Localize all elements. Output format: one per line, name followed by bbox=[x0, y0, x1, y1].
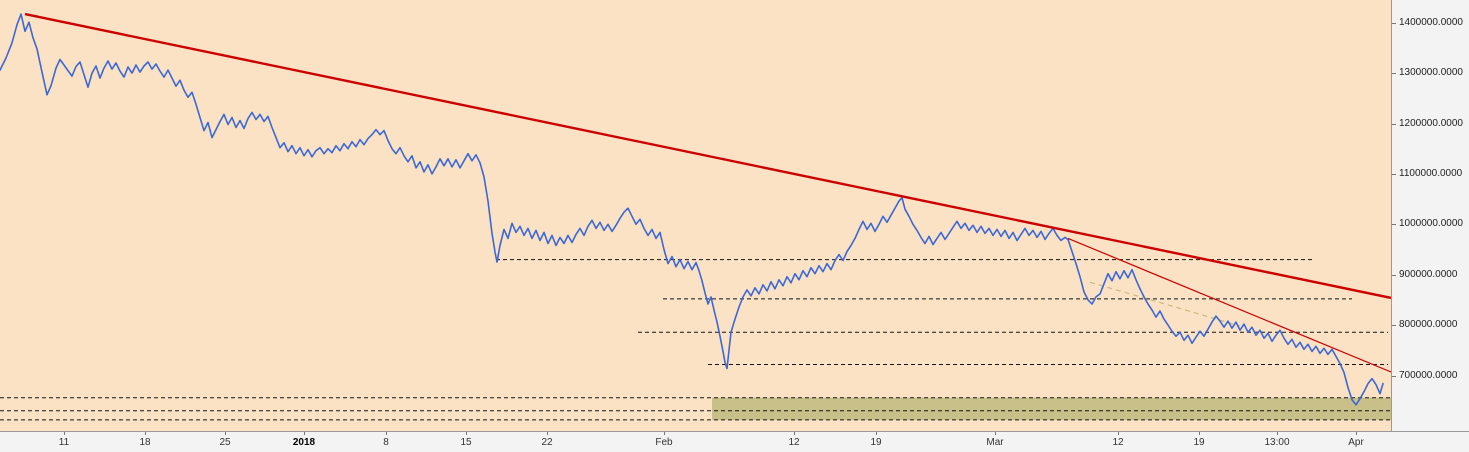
x-axis-tick bbox=[386, 432, 387, 435]
x-axis-label: 2018 bbox=[292, 437, 316, 448]
x-axis-label: 19 bbox=[1193, 437, 1205, 448]
y-axis-label: 900000.0000 bbox=[1399, 269, 1458, 280]
x-axis-label: 13:00 bbox=[1264, 437, 1290, 448]
y-axis-tick bbox=[1392, 376, 1396, 377]
x-axis-label: 12 bbox=[1112, 437, 1124, 448]
y-axis-label: 700000.0000 bbox=[1399, 370, 1458, 381]
x-axis-label: 11 bbox=[58, 437, 70, 448]
primary-downtrend-line bbox=[24, 12, 1391, 300]
x-axis-tick bbox=[995, 432, 996, 435]
y-axis-label: 1300000.0000 bbox=[1399, 67, 1463, 78]
x-axis-label: 15 bbox=[460, 437, 472, 448]
x-axis-tick bbox=[304, 432, 305, 435]
x-axis-label: Mar bbox=[986, 437, 1004, 448]
x-axis-label: Apr bbox=[1348, 437, 1364, 448]
channel-guide bbox=[1089, 281, 1241, 327]
y-axis-tick bbox=[1392, 73, 1396, 74]
y-axis-tick bbox=[1392, 124, 1396, 125]
y-axis-tick bbox=[1392, 174, 1396, 175]
x-axis-tick bbox=[664, 432, 665, 435]
x-axis-tick bbox=[145, 432, 146, 435]
y-axis-label: 1100000.0000 bbox=[1399, 168, 1463, 179]
x-axis-tick bbox=[64, 432, 65, 435]
x-axis-label: Feb bbox=[655, 437, 673, 448]
x-axis-label: 25 bbox=[219, 437, 231, 448]
y-axis-tick bbox=[1392, 275, 1396, 276]
y-axis-label: 1000000.0000 bbox=[1399, 218, 1463, 229]
x-axis-tick bbox=[794, 432, 795, 435]
x-axis-label: 12 bbox=[788, 437, 800, 448]
x-axis-label: 22 bbox=[541, 437, 553, 448]
y-axis-label: 1200000.0000 bbox=[1399, 118, 1463, 129]
x-axis-label: 18 bbox=[139, 437, 151, 448]
y-axis-label: 800000.0000 bbox=[1399, 319, 1458, 330]
y-axis-tick bbox=[1392, 224, 1396, 225]
price-line bbox=[0, 13, 1384, 406]
secondary-downtrend-line bbox=[1067, 237, 1391, 373]
y-axis[interactable]: 1400000.0000 1300000.0000 1200000.0000 1100… bbox=[1391, 0, 1469, 431]
x-axis-tick bbox=[1118, 432, 1119, 435]
plot-area[interactable] bbox=[0, 0, 1391, 431]
x-axis-tick bbox=[1356, 432, 1357, 435]
x-axis-label: 19 bbox=[870, 437, 882, 448]
x-axis-tick bbox=[547, 432, 548, 435]
x-axis-label: 8 bbox=[383, 437, 389, 448]
y-axis-tick bbox=[1392, 23, 1396, 24]
x-axis-tick bbox=[466, 432, 467, 435]
y-axis-tick bbox=[1392, 325, 1396, 326]
x-axis-tick bbox=[1199, 432, 1200, 435]
x-axis-tick bbox=[876, 432, 877, 435]
x-axis-tick bbox=[225, 432, 226, 435]
x-axis-tick bbox=[1277, 432, 1278, 435]
x-axis[interactable]: 11 18 25 2018 8 15 22 Feb 12 19 Mar 12 19 13:00 Apr bbox=[0, 431, 1469, 452]
y-axis-label: 1400000.0000 bbox=[1399, 17, 1463, 28]
support-zone bbox=[712, 397, 1391, 420]
